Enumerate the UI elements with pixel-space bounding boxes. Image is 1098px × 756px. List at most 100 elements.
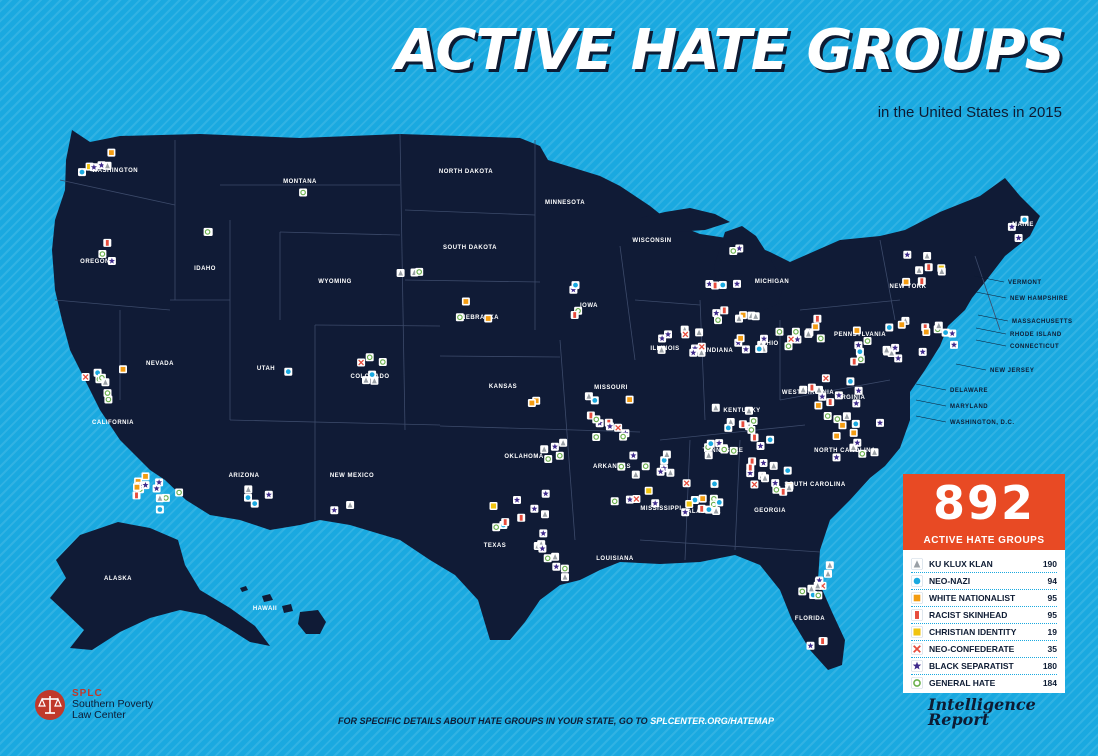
page-subtitle: in the United States in 2015 — [877, 104, 1062, 121]
intelligence-report-logo: Intelligence Report — [928, 697, 1036, 729]
neo-nazi-icon — [911, 575, 923, 587]
splc-name-line1: Southern Poverty — [72, 698, 154, 710]
hate-group-marker-black-separatist — [656, 467, 665, 476]
hate-group-marker-kkk — [559, 438, 568, 447]
legend-count: 184 — [1042, 678, 1057, 688]
state-label-mississippi: MISSISSIPPI — [640, 506, 681, 512]
hate-group-marker-general-hate — [592, 433, 601, 441]
hate-group-marker-racist-skinhead — [720, 306, 729, 315]
hate-group-marker-kkk — [695, 328, 704, 337]
hate-group-marker-general-hate — [610, 497, 619, 506]
callout-leader-line — [975, 327, 1007, 335]
state-label-georgia: GEORGIA — [754, 508, 786, 514]
hate-group-marker-black-separatist — [155, 478, 164, 487]
hate-group-marker-neo-nazi — [855, 347, 864, 356]
hate-group-marker-neo-nazi — [250, 499, 259, 508]
hate-group-marker-black-separatist — [513, 496, 521, 504]
callout-leader-line — [975, 291, 1007, 299]
legend-count: 95 — [1047, 593, 1057, 603]
callout-new-jersey: NEW JERSEY — [990, 368, 1034, 374]
hate-group-marker-kkk — [666, 468, 675, 477]
hate-group-marker-racist-skinhead — [750, 433, 759, 442]
hate-group-marker-black-separatist — [853, 438, 862, 447]
hate-group-marker-kkk — [551, 552, 560, 561]
hate-group-marker-general-hate — [103, 389, 112, 398]
state-label-louisiana: LOUISIANA — [596, 556, 634, 562]
state-label-wisconsin: WISCONSIN — [632, 238, 671, 244]
hate-group-marker-black-separatist — [330, 506, 339, 515]
hate-group-marker-christian-identity — [489, 502, 498, 510]
hate-group-marker-racist-skinhead — [570, 311, 579, 319]
hate-group-marker-black-separatist — [854, 341, 863, 350]
state-label-washington: WASHINGTON — [92, 168, 138, 174]
intelligence-report-line2: Report — [928, 710, 990, 729]
state-label-new-york: NEW YORK — [890, 284, 927, 290]
state-label-wyoming: WYOMING — [318, 279, 352, 285]
hate-group-marker-white-nationalist — [133, 483, 141, 492]
state-label-oklahoma: OKLAHOMA — [504, 454, 543, 460]
hate-group-marker-kkk — [657, 345, 666, 354]
state-label-kansas: KANSAS — [489, 384, 517, 390]
hawaii-islands — [240, 586, 326, 634]
hate-group-marker-racist-skinhead — [826, 398, 835, 407]
hate-group-marker-black-separatist — [651, 499, 660, 508]
legend-row: NEO-NAZI 94 — [911, 573, 1057, 590]
footer-note-text: FOR SPECIFIC DETAILS ABOUT HATE GROUPS I… — [338, 716, 648, 726]
state-label-arkansas: ARKANSAS — [593, 464, 631, 470]
hate-group-marker-general-hate — [641, 462, 650, 471]
hate-group-marker-general-hate — [798, 587, 807, 596]
callout-leader-line — [955, 363, 987, 371]
hate-group-marker-black-separatist — [712, 309, 721, 318]
hate-group-marker-white-nationalist — [897, 320, 906, 329]
splc-logo-block: SPLC Southern Poverty Law Center — [34, 688, 153, 721]
hate-group-marker-kkk — [631, 470, 640, 479]
legend-row: NEO-CONFEDERATE 35 — [911, 641, 1057, 658]
state-label-north-carolina: NORTH CAROLINA — [814, 448, 876, 454]
legend-count: 35 — [1047, 644, 1057, 654]
hate-group-marker-neo-nazi — [718, 281, 727, 289]
hate-group-marker-general-hate — [203, 227, 212, 236]
skinhead-icon — [911, 609, 923, 621]
hate-group-marker-neo-nazi — [704, 505, 713, 514]
hate-group-marker-general-hate — [747, 425, 756, 434]
state-label-nevada: NEVADA — [146, 361, 174, 367]
hate-group-marker-black-separatist — [552, 562, 561, 571]
neo-confederate-icon — [911, 643, 923, 655]
hate-group-marker-kkk — [370, 376, 379, 385]
legend-label: CHRISTIAN IDENTITY — [929, 627, 1017, 637]
legend-label: NEO-NAZI — [929, 576, 971, 586]
hate-group-marker-racist-skinhead — [748, 457, 757, 466]
hate-group-marker-general-hate — [775, 327, 784, 336]
hate-group-marker-black-separatist — [759, 459, 768, 467]
hate-group-marker-white-nationalist — [832, 432, 841, 440]
hate-group-marker-racist-skinhead — [818, 637, 827, 646]
hate-group-marker-white-nationalist — [852, 326, 861, 335]
hate-group-marker-neo-nazi — [590, 396, 599, 405]
hate-group-marker-kkk — [882, 345, 891, 354]
hate-group-marker-racist-skinhead — [813, 314, 822, 323]
state-label-idaho: IDAHO — [194, 266, 216, 272]
state-label-virginia: VIRGINIA — [835, 395, 866, 401]
legend-row: BLACK SEPARATIST 180 — [911, 658, 1057, 675]
legend-row: GENERAL HATE 184 — [911, 675, 1057, 691]
hate-group-marker-general-hate — [175, 488, 184, 497]
hate-group-marker-general-hate — [720, 445, 729, 454]
hate-group-marker-black-separatist — [918, 347, 927, 356]
hate-group-marker-black-separatist — [818, 392, 827, 401]
footer-link[interactable]: SPLCENTER.ORG/HATEMAP — [650, 716, 775, 726]
hate-group-marker-kkk — [813, 581, 822, 590]
legend-row: WHITE NATIONALIST 95 — [911, 590, 1057, 607]
hate-group-marker-neo-nazi — [766, 435, 775, 444]
legend-count: 94 — [1047, 576, 1057, 586]
hate-group-marker-general-hate — [814, 591, 823, 600]
hate-group-marker-neo-confederate — [681, 330, 690, 339]
hate-group-marker-neo-confederate — [81, 373, 90, 381]
state-callouts: VERMONT NEW HAMPSHIRE MASSACHUSETTS RHODE I… — [915, 275, 1072, 426]
hate-group-marker-neo-nazi — [78, 168, 86, 177]
callout-leader-line — [915, 383, 947, 391]
callout-new-hampshire: NEW HAMPSHIRE — [1010, 296, 1068, 302]
state-label-iowa: IOWA — [580, 303, 598, 309]
hate-group-marker-black-separatist — [541, 489, 550, 498]
hate-group-marker-racist-skinhead — [697, 504, 706, 513]
callout-washington-d-c-: WASHINGTON, D.C. — [950, 420, 1015, 426]
